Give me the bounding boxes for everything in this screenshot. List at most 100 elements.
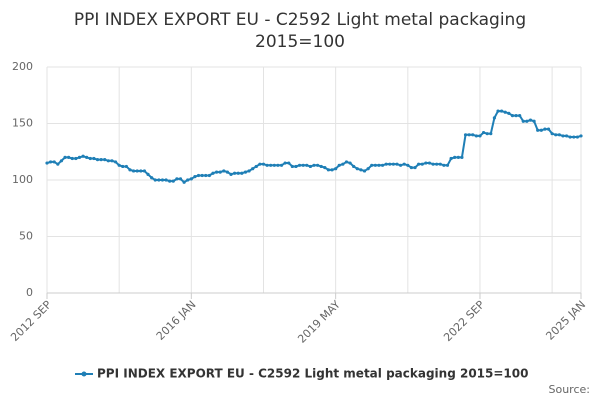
point <box>550 132 554 136</box>
legend-label: PPI INDEX EXPORT EU - C2592 Light metal … <box>97 367 528 381</box>
point <box>438 162 442 166</box>
point <box>380 163 385 167</box>
point <box>554 133 558 137</box>
point <box>406 163 410 167</box>
point <box>323 165 327 170</box>
point <box>572 135 576 139</box>
point <box>70 156 74 161</box>
point <box>391 162 395 166</box>
point <box>525 119 529 123</box>
point <box>222 169 226 173</box>
point <box>186 178 190 182</box>
point <box>485 132 489 136</box>
point <box>557 133 561 137</box>
y-tick-label: 0 <box>26 286 33 299</box>
point <box>251 167 255 171</box>
point <box>478 134 482 138</box>
point <box>45 161 49 165</box>
point <box>272 163 276 167</box>
point <box>507 111 511 115</box>
point <box>334 167 338 171</box>
x-tick-label: 2022 SEP <box>441 298 487 344</box>
point <box>290 164 294 169</box>
chart-title: 2015=100 <box>255 32 345 52</box>
point <box>128 168 132 172</box>
point <box>218 170 222 174</box>
point <box>442 163 446 167</box>
point <box>514 113 518 118</box>
point <box>214 170 219 174</box>
point <box>510 113 515 118</box>
point <box>344 160 349 164</box>
point <box>283 161 287 165</box>
x-tick-label: 2025 JAN <box>543 298 588 343</box>
point <box>348 161 352 165</box>
point <box>110 159 114 163</box>
point <box>417 162 421 166</box>
point <box>449 156 453 161</box>
point <box>276 163 280 167</box>
point <box>49 160 53 164</box>
point <box>370 163 374 167</box>
point <box>395 162 399 166</box>
point <box>182 180 186 184</box>
chart-title: PPI INDEX EXPORT EU - C2592 Light metal … <box>74 10 526 30</box>
point <box>189 177 193 181</box>
point <box>175 177 179 181</box>
point <box>319 164 323 169</box>
point <box>384 162 388 166</box>
point <box>532 119 536 123</box>
point <box>568 135 572 139</box>
point <box>301 163 305 167</box>
point <box>117 163 121 167</box>
point <box>377 163 381 167</box>
point <box>362 169 367 173</box>
point <box>135 169 139 173</box>
point <box>503 110 507 114</box>
point <box>168 179 172 183</box>
point <box>153 178 157 182</box>
point <box>312 163 316 167</box>
point <box>139 169 143 173</box>
y-tick-label: 150 <box>12 117 33 130</box>
legend-marker <box>81 371 87 377</box>
point <box>435 162 439 166</box>
point <box>171 179 175 183</box>
point <box>316 163 320 167</box>
point <box>352 164 356 169</box>
line <box>46 110 582 184</box>
point <box>160 178 165 182</box>
point <box>492 116 497 120</box>
x-tick-label: 2019 MAY <box>295 298 343 346</box>
point <box>467 133 471 137</box>
point <box>233 171 237 175</box>
point <box>564 134 569 138</box>
point <box>341 162 345 166</box>
point <box>337 163 341 167</box>
point <box>81 154 85 158</box>
point <box>240 171 244 175</box>
point <box>211 171 215 175</box>
point <box>247 169 251 173</box>
y-tick-label: 50 <box>19 230 33 243</box>
point <box>543 127 547 131</box>
point <box>474 134 478 138</box>
point <box>236 171 240 175</box>
y-tick-label: 100 <box>12 173 33 186</box>
point <box>427 161 432 165</box>
point <box>261 162 266 166</box>
point <box>355 167 359 171</box>
point <box>103 158 107 162</box>
point <box>77 155 82 159</box>
point <box>359 168 363 172</box>
source: Source: <box>549 383 591 396</box>
point <box>496 109 500 113</box>
point <box>413 165 417 170</box>
point <box>521 119 525 123</box>
point <box>142 169 147 173</box>
point <box>63 155 67 159</box>
point <box>539 128 543 132</box>
point <box>67 155 71 159</box>
point <box>528 118 533 122</box>
